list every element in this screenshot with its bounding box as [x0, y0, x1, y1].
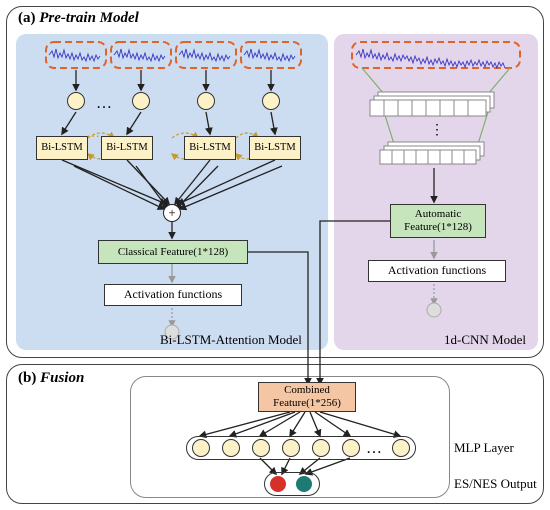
mlp-node	[312, 439, 330, 457]
mlp-label: MLP Layer	[454, 440, 514, 456]
output-label: ES/NES Output	[454, 476, 537, 492]
mlp-node	[252, 439, 270, 457]
mlp-node	[192, 439, 210, 457]
output-es	[270, 476, 286, 492]
combined-feature-box: Combined Feature(1*256)	[258, 382, 356, 412]
output-nes	[296, 476, 312, 492]
mlp-node	[222, 439, 240, 457]
ellipsis: …	[366, 440, 382, 458]
mlp-node	[342, 439, 360, 457]
mlp-node	[282, 439, 300, 457]
mlp-node	[392, 439, 410, 457]
connector-svg	[0, 0, 550, 510]
